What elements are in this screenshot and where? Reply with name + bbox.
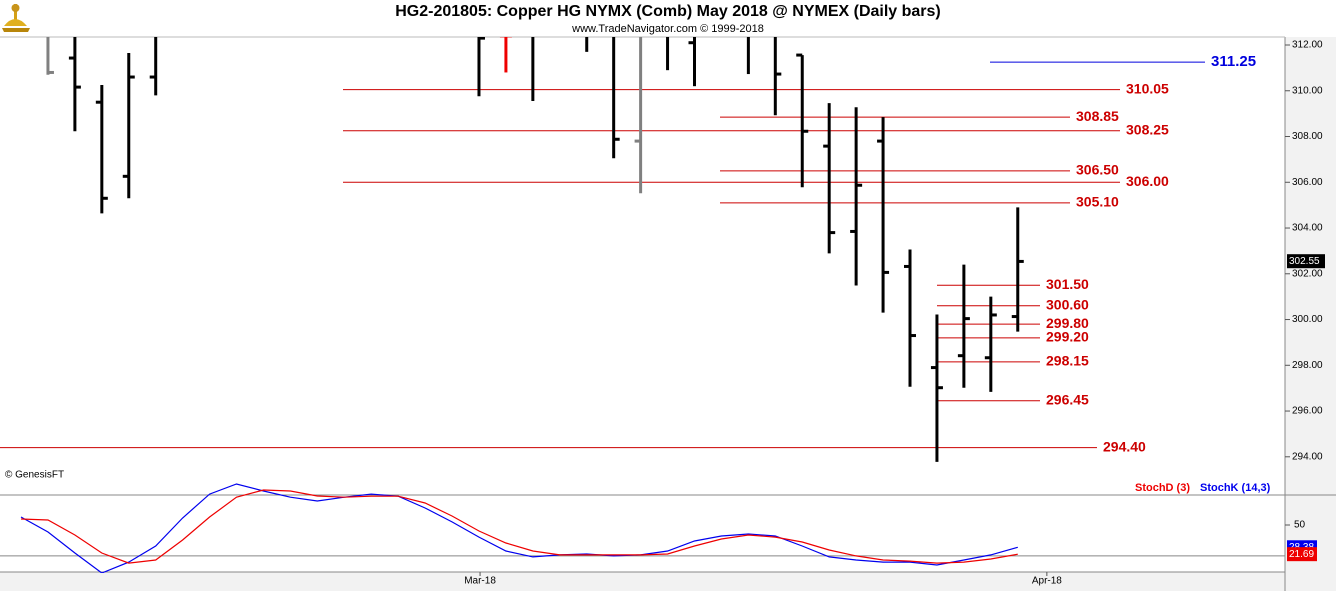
level-label: 300.60 bbox=[1046, 297, 1089, 313]
last-price-box bbox=[1287, 254, 1325, 269]
stoch-line bbox=[20, 483, 1018, 573]
y-tick-label: 306.00 bbox=[1292, 177, 1323, 188]
y-tick-label: 294.00 bbox=[1292, 451, 1323, 462]
x-tick-label: Apr-18 bbox=[1032, 576, 1062, 587]
y-tick-label: 308.00 bbox=[1292, 131, 1323, 142]
y-tick-label: 296.00 bbox=[1292, 406, 1323, 417]
y-tick-label: 312.00 bbox=[1292, 40, 1323, 51]
stoch-panel bbox=[0, 483, 1285, 573]
chart-title: HG2-201805: Copper HG NYMX (Comb) May 20… bbox=[395, 3, 941, 20]
y-tick-label: 298.00 bbox=[1292, 360, 1323, 371]
y-tick-label: 304.00 bbox=[1292, 223, 1323, 234]
last-price-label: 302.55 bbox=[1289, 256, 1320, 267]
y-tick-label: 310.00 bbox=[1292, 85, 1323, 96]
level-label: 299.80 bbox=[1046, 315, 1089, 331]
chart-subtitle: www.TradeNavigator.com © 1999-2018 bbox=[571, 23, 764, 35]
legend-label: StochD (3) bbox=[1135, 482, 1190, 494]
level-label: 296.45 bbox=[1046, 391, 1089, 407]
last-value-label: 21.69 bbox=[1289, 549, 1314, 560]
stoch-line bbox=[20, 489, 1018, 564]
level-label: 305.10 bbox=[1076, 194, 1119, 210]
legend-label: StochK (14,3) bbox=[1200, 482, 1271, 494]
level-label: 311.25 bbox=[1211, 53, 1256, 70]
y-tick-label: 300.00 bbox=[1292, 314, 1323, 325]
x-tick-label: Mar-18 bbox=[464, 576, 496, 587]
level-label: 298.15 bbox=[1046, 353, 1089, 369]
y-tick-label: 302.00 bbox=[1292, 268, 1323, 279]
time-axis-strip bbox=[0, 572, 1285, 591]
axis-strip bbox=[1285, 37, 1336, 591]
level-label: 301.50 bbox=[1046, 276, 1089, 292]
level-label: 306.00 bbox=[1126, 173, 1169, 189]
price-panel bbox=[0, 37, 1205, 462]
y-tick-label: 50 bbox=[1294, 520, 1306, 531]
copyright: © GenesisFT bbox=[5, 470, 64, 481]
level-label: 299.20 bbox=[1046, 329, 1089, 345]
level-label: 308.85 bbox=[1076, 108, 1119, 124]
level-label: 294.40 bbox=[1103, 438, 1146, 454]
last-value-box bbox=[1287, 547, 1317, 562]
overlay: 294.00 296.00 298.00 300.00 302.00 304.00 306.… bbox=[464, 40, 1325, 587]
level-label: 310.05 bbox=[1126, 80, 1169, 96]
level-label: 306.50 bbox=[1076, 162, 1119, 178]
logo bbox=[2, 4, 30, 32]
level-label: 308.25 bbox=[1126, 121, 1169, 137]
